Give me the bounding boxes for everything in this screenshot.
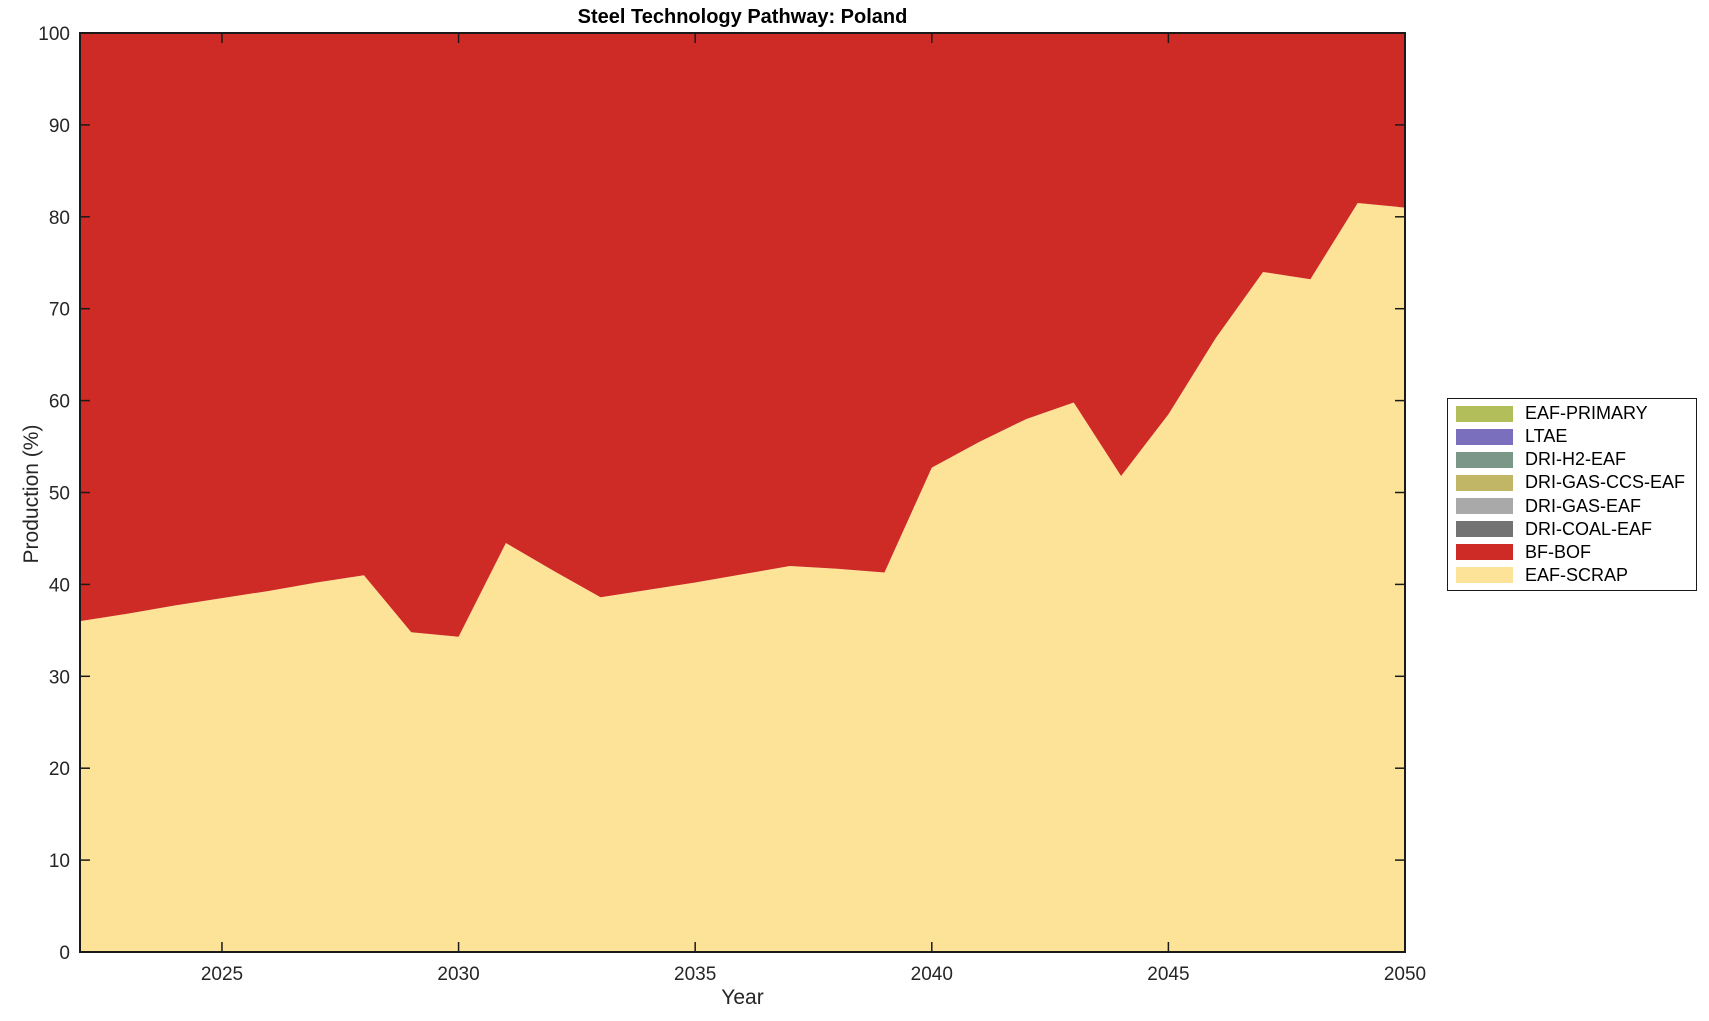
y-tick-label: 40	[49, 575, 70, 596]
legend-label: DRI-GAS-CCS-EAF	[1525, 472, 1686, 493]
legend-item-dri-coal-eaf: DRI-COAL-EAF	[1448, 518, 1696, 540]
legend-item-eaf-primary: EAF-PRIMARY	[1448, 403, 1696, 425]
x-tick-label: 2045	[1147, 964, 1189, 985]
legend-label: EAF-PRIMARY	[1525, 403, 1648, 424]
legend-item-dri-h2-eaf: DRI-H2-EAF	[1448, 449, 1696, 471]
legend-swatch	[1456, 521, 1513, 538]
x-tick-label: 2040	[911, 964, 953, 985]
x-tick-label: 2035	[674, 964, 716, 985]
legend-label: DRI-H2-EAF	[1525, 449, 1627, 470]
x-tick-label: 2030	[437, 964, 479, 985]
legend-label: DRI-COAL-EAF	[1525, 518, 1653, 539]
x-tick-label: 2025	[201, 964, 243, 985]
y-axis-label: Production (%)	[20, 424, 43, 564]
area-eaf-scrap	[80, 203, 1405, 952]
y-tick-label: 60	[49, 392, 70, 413]
area-bf-bof	[80, 33, 1405, 637]
y-tick-label: 70	[49, 300, 70, 321]
y-tick-label: 80	[49, 208, 70, 229]
legend-label: LTAE	[1525, 426, 1568, 447]
legend-label: BF-BOF	[1525, 541, 1591, 562]
y-tick-label: 10	[49, 851, 70, 872]
y-tick-label: 30	[49, 667, 70, 688]
y-tick-label: 100	[38, 24, 70, 45]
legend-label: DRI-GAS-EAF	[1525, 495, 1642, 516]
legend: EAF-PRIMARY LTAE DRI-H2-EAF DRI-GAS-CCS-EAF…	[1447, 398, 1697, 591]
y-tick-label: 50	[49, 484, 70, 505]
y-tick-label: 90	[49, 116, 70, 137]
legend-swatch	[1456, 428, 1513, 445]
x-axis-label: Year	[721, 986, 764, 1009]
legend-swatch	[1456, 405, 1513, 422]
x-tick-label: 2050	[1384, 964, 1426, 985]
legend-label: EAF-SCRAP	[1525, 564, 1629, 585]
legend-swatch	[1456, 451, 1513, 468]
legend-item-bf-bof: BF-BOF	[1448, 541, 1696, 563]
y-tick-label: 0	[59, 943, 70, 964]
legend-item-dri-gas-eaf: DRI-GAS-EAF	[1448, 495, 1696, 517]
legend-item-ltae: LTAE	[1448, 426, 1696, 448]
chart-title: Steel Technology Pathway: Poland	[577, 6, 908, 28]
legend-swatch	[1456, 567, 1513, 584]
legend-item-eaf-scrap: EAF-SCRAP	[1448, 564, 1696, 586]
legend-swatch	[1456, 474, 1513, 491]
legend-item-dri-gas-ccs-eaf: DRI-GAS-CCS-EAF	[1448, 472, 1696, 494]
legend-swatch	[1456, 544, 1513, 561]
y-tick-label: 20	[49, 759, 70, 780]
legend-swatch	[1456, 498, 1513, 515]
